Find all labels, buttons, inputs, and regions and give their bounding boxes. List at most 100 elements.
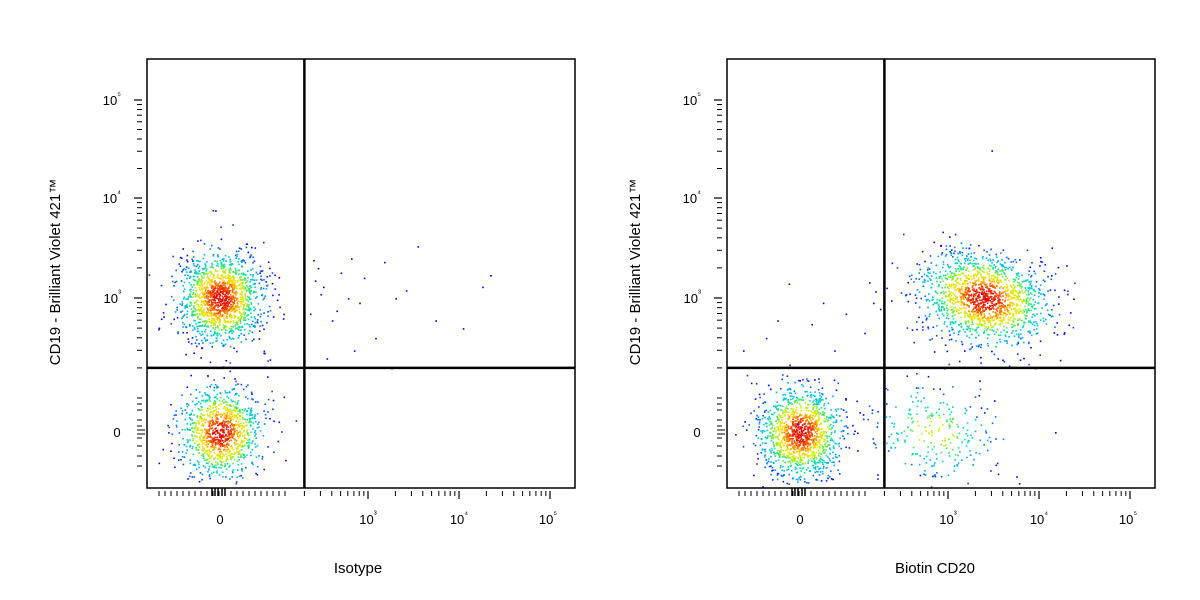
event-dot [932, 326, 935, 328]
event-dot [968, 288, 970, 291]
event-dot [1051, 315, 1054, 317]
event-dot [1039, 257, 1042, 259]
event-dot [213, 321, 216, 323]
event-dot [245, 246, 248, 249]
event-dot [949, 276, 952, 279]
event-dot [212, 309, 214, 311]
event-dot [1032, 313, 1035, 316]
event-dot [197, 306, 200, 308]
event-dot [177, 331, 179, 333]
event-dot [221, 429, 224, 432]
event-dot [789, 435, 791, 437]
event-dot [241, 298, 244, 300]
event-dot [1012, 302, 1014, 305]
event-dot [233, 322, 235, 324]
event-dot [974, 313, 977, 316]
event-dot [214, 328, 216, 331]
event-dot [993, 316, 995, 318]
event-dot [217, 420, 219, 423]
event-dot [217, 274, 219, 276]
event-dot [1051, 247, 1054, 249]
event-dot [237, 280, 239, 282]
event-dot [186, 386, 189, 388]
event-dot [219, 453, 221, 456]
event-dot [939, 271, 941, 273]
event-dot [845, 399, 847, 401]
event-dot [847, 432, 849, 435]
event-dot [973, 306, 976, 308]
event-dot [943, 309, 946, 311]
event-dot [814, 427, 816, 430]
event-dot [213, 471, 215, 474]
event-dot [942, 274, 945, 277]
event-dot [845, 398, 847, 400]
event-dot [1028, 298, 1031, 301]
event-dot [214, 400, 217, 403]
event-dot [996, 341, 998, 344]
event-dot [200, 289, 203, 291]
event-dot [232, 283, 234, 286]
event-dot [799, 405, 802, 407]
event-dot [192, 292, 195, 294]
event-dot [1005, 283, 1008, 286]
event-dot [230, 338, 232, 340]
event-dot [199, 321, 202, 323]
event-dot [213, 286, 215, 288]
event-dot [194, 428, 196, 430]
event-dot [207, 429, 210, 431]
event-dot [218, 322, 221, 324]
event-dot [959, 277, 962, 280]
event-dot [200, 282, 202, 285]
event-dot [983, 292, 985, 295]
event-dot [982, 264, 985, 267]
event-dot [222, 324, 225, 326]
event-dot [227, 420, 229, 422]
event-dot [1000, 285, 1003, 288]
event-dot [776, 441, 778, 444]
event-dot [263, 423, 266, 425]
event-dot [241, 425, 243, 427]
event-dot [191, 286, 193, 288]
event-dot [978, 244, 980, 247]
event-dot [807, 459, 810, 461]
event-dot [980, 323, 983, 325]
event-dot [185, 452, 187, 454]
event-dot [952, 311, 955, 313]
event-dot [962, 247, 964, 249]
event-dot [190, 302, 192, 304]
event-dot [1007, 289, 1010, 291]
event-dot [236, 432, 238, 434]
event-dot [907, 300, 910, 303]
event-dot [1019, 259, 1021, 261]
event-dot [230, 297, 232, 300]
event-dot [769, 449, 771, 451]
event-dot [182, 269, 184, 271]
event-dot [219, 489, 221, 491]
event-dot [797, 422, 800, 424]
event-dot [960, 311, 962, 314]
event-dot [779, 404, 782, 407]
event-dot [217, 247, 220, 249]
event-dot [207, 415, 209, 417]
event-dot [210, 334, 213, 337]
event-dot [791, 458, 793, 461]
event-dot [828, 457, 831, 460]
event-dot [241, 295, 244, 298]
event-dot [857, 432, 859, 435]
event-dot [207, 314, 209, 317]
event-dot [208, 432, 210, 435]
event-dot [197, 321, 199, 324]
event-dot [199, 417, 201, 420]
event-dot [269, 417, 271, 420]
event-dot [990, 248, 992, 251]
event-dot [223, 304, 226, 306]
event-dot [220, 424, 222, 426]
event-dot [227, 305, 229, 308]
event-dot [1056, 334, 1059, 336]
event-dot [201, 431, 204, 434]
event-dot [812, 454, 814, 457]
event-dot [952, 328, 954, 331]
event-dot [998, 320, 1001, 322]
event-dot [219, 248, 221, 250]
event-dot [219, 396, 222, 399]
